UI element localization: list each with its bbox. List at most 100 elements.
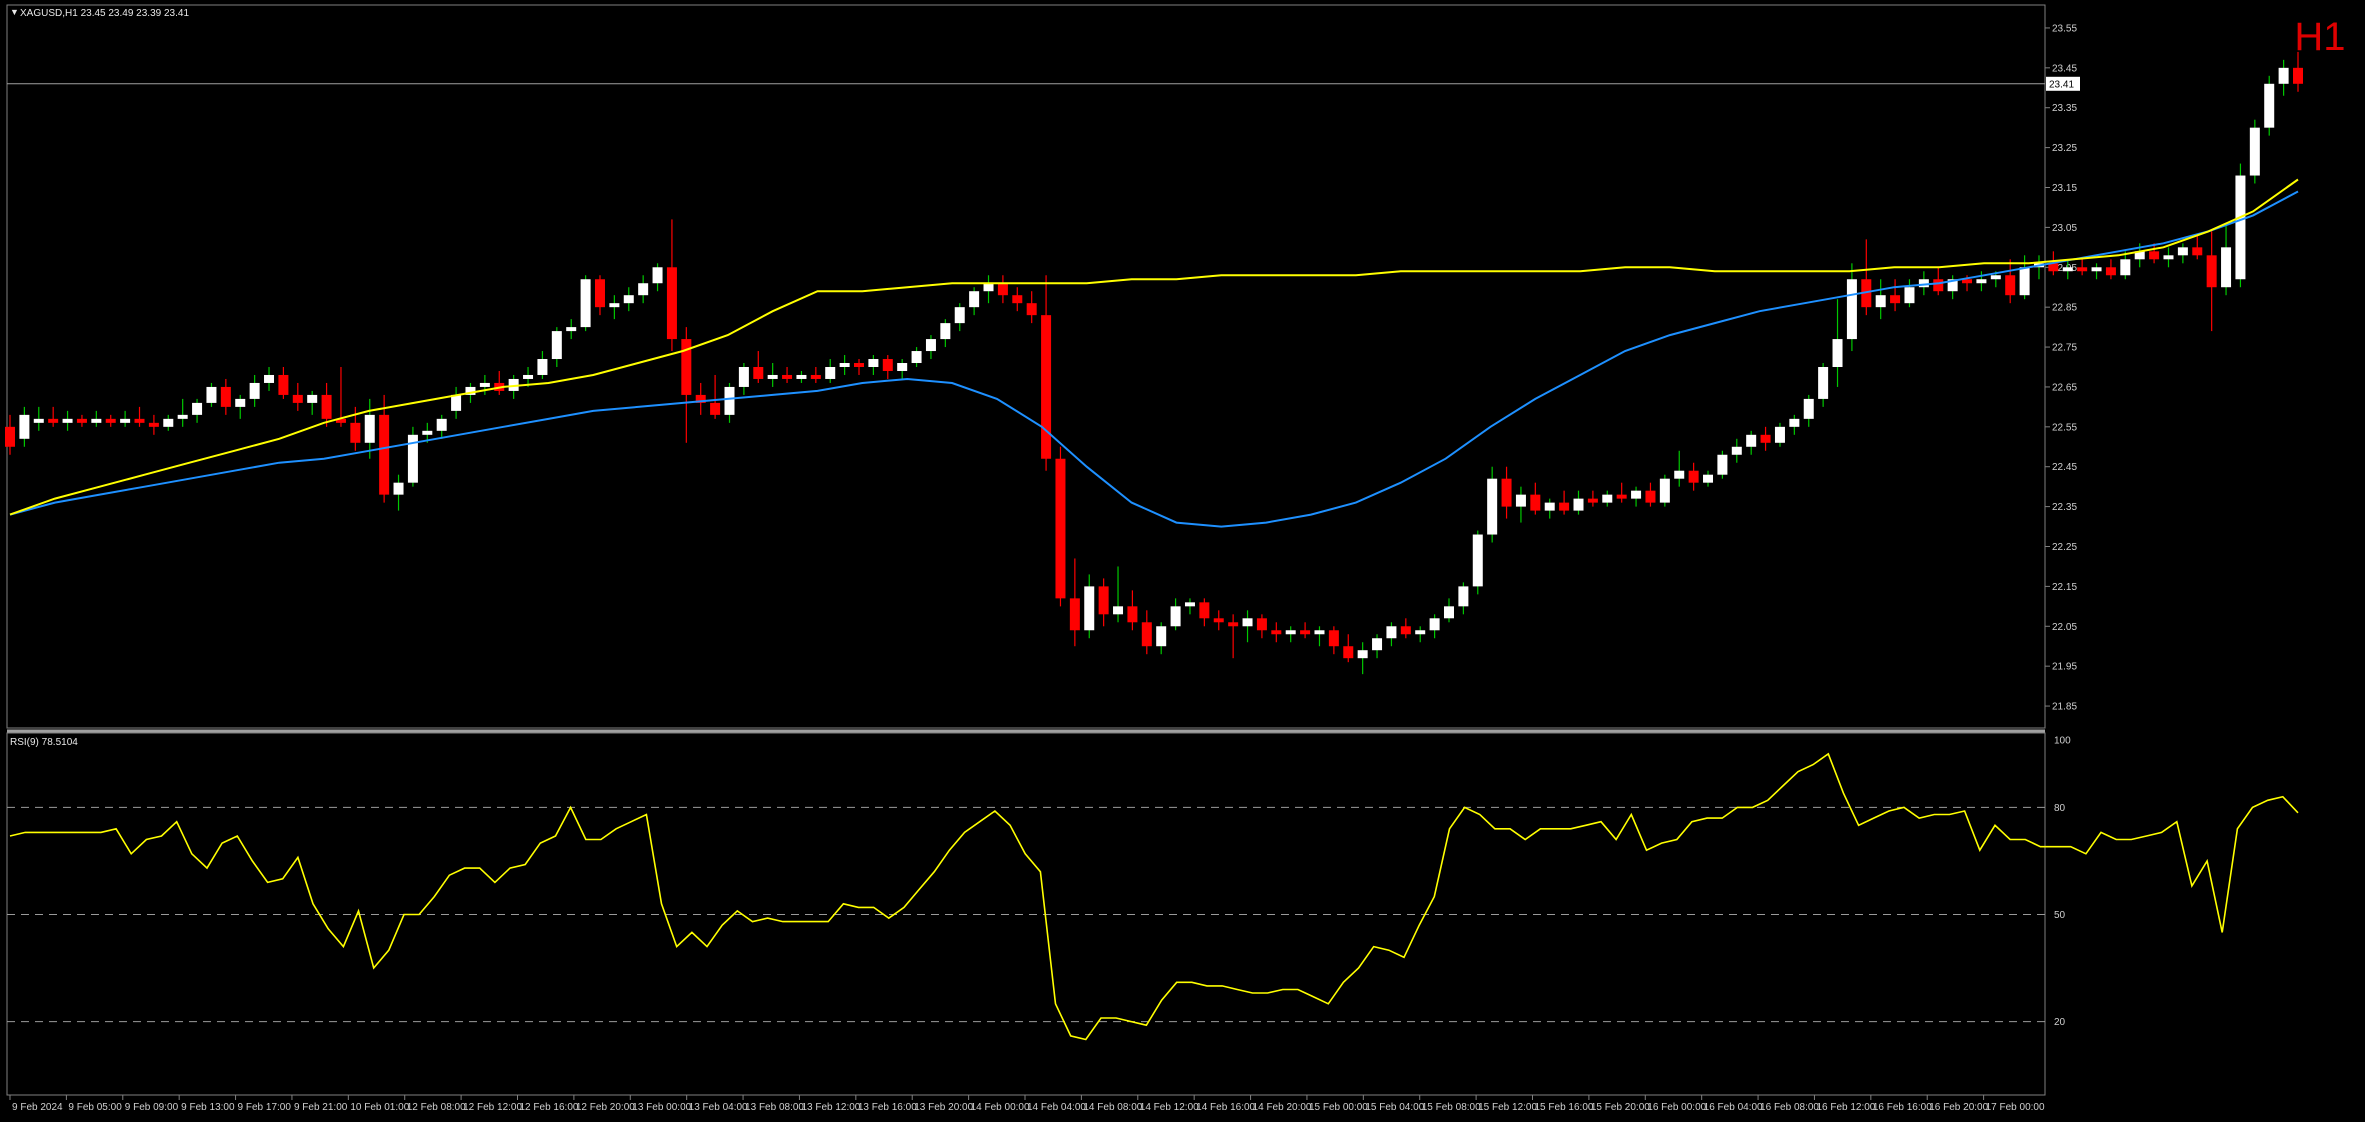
candle-body — [177, 414, 188, 419]
candle-body — [825, 367, 836, 379]
candle-body — [911, 351, 922, 364]
candle — [623, 287, 634, 312]
candle-body — [940, 323, 951, 340]
candle — [753, 351, 764, 383]
candle — [854, 359, 865, 375]
candle-body — [5, 426, 15, 447]
header-arrow-icon[interactable]: ▼ — [10, 7, 19, 17]
candle-body — [1515, 494, 1526, 507]
candle — [1875, 279, 1886, 320]
candle-body — [105, 418, 116, 423]
candle — [782, 367, 793, 383]
candle-body — [1703, 474, 1714, 483]
candle — [48, 406, 59, 427]
candle-body — [652, 267, 663, 284]
candle — [76, 414, 87, 427]
candle-body — [523, 374, 534, 379]
candle-body — [451, 394, 462, 411]
candle — [1645, 482, 1656, 507]
candle — [2077, 259, 2088, 276]
candle-body — [2005, 275, 2016, 296]
time-tick-label: 15 Feb 12:00 — [1478, 1102, 1537, 1113]
candle-body — [1372, 638, 1383, 651]
candle — [1544, 498, 1555, 519]
candle — [868, 355, 879, 375]
candle-body — [91, 418, 102, 423]
candle — [839, 355, 850, 375]
candle-body — [1199, 602, 1210, 619]
candle — [1631, 486, 1642, 507]
candle-body — [839, 363, 850, 367]
candle-body — [292, 394, 303, 403]
candle — [1616, 482, 1627, 503]
candle-body — [62, 418, 73, 423]
candle — [2120, 251, 2131, 280]
candle — [1055, 446, 1066, 607]
candle-body — [925, 339, 936, 352]
candle — [738, 363, 749, 395]
time-tick-label: 13 Feb 20:00 — [914, 1102, 973, 1113]
candle-body — [1616, 494, 1627, 499]
time-tick-label: 13 Feb 12:00 — [801, 1102, 860, 1113]
timeframe-watermark: H1 — [2294, 15, 2345, 59]
candle — [1343, 634, 1354, 663]
candle-body — [580, 279, 591, 328]
candle-body — [350, 422, 361, 443]
time-tick-label: 15 Feb 04:00 — [1365, 1102, 1424, 1113]
candle-body — [1818, 367, 1829, 399]
candle — [523, 367, 534, 387]
time-tick-label: 13 Feb 04:00 — [689, 1102, 748, 1113]
time-tick-label: 16 Feb 16:00 — [1873, 1102, 1932, 1113]
candle — [2221, 223, 2232, 296]
price-tick-label: 23.55 — [2052, 23, 2077, 34]
candle — [1012, 287, 1023, 312]
rsi-title: RSI(9) 78.5104 — [10, 737, 78, 748]
time-tick-label: 9 Feb 05:00 — [68, 1102, 122, 1113]
candle — [969, 287, 980, 316]
price-tick-label: 22.85 — [2052, 303, 2077, 314]
candle — [1933, 267, 1944, 296]
candle-body — [1429, 618, 1440, 631]
candle-body — [1674, 470, 1685, 479]
candle — [177, 398, 188, 427]
candle — [580, 275, 591, 332]
candle-body — [1832, 339, 1843, 367]
candle — [1213, 610, 1224, 631]
candle-body — [1098, 586, 1109, 615]
candle — [1846, 263, 1857, 352]
candle-body — [249, 382, 260, 399]
candle-body — [1127, 606, 1138, 623]
candle — [2278, 59, 2289, 96]
candle-body — [782, 374, 793, 379]
time-tick-label: 9 Feb 13:00 — [181, 1102, 235, 1113]
current-price-label: 23.41 — [2049, 79, 2074, 90]
time-tick-label: 9 Feb 2024 — [12, 1102, 63, 1113]
candle — [551, 327, 562, 367]
price-tick-label: 22.65 — [2052, 382, 2077, 393]
candle-body — [638, 283, 649, 296]
candle — [1113, 566, 1124, 623]
time-tick-label: 15 Feb 00:00 — [1309, 1102, 1368, 1113]
candle-body — [2120, 259, 2131, 276]
candle-body — [2091, 267, 2102, 272]
candle-body — [983, 283, 994, 292]
candle — [724, 382, 735, 423]
candle-body — [897, 363, 908, 371]
candle-body — [2249, 127, 2260, 176]
candle — [2062, 259, 2073, 280]
price-tick-label: 23.15 — [2052, 183, 2077, 194]
candle — [1328, 626, 1339, 655]
candle-body — [1300, 630, 1311, 635]
candle — [1472, 530, 1483, 595]
candle — [1832, 299, 1843, 387]
ma-slow-line — [9, 190, 2299, 528]
candle — [1199, 598, 1210, 627]
candle-body — [868, 359, 879, 367]
candle-body — [810, 374, 821, 379]
candle-body — [1731, 446, 1742, 455]
price-tick-label: 22.45 — [2052, 462, 2077, 473]
time-tick-label: 12 Feb 12:00 — [463, 1102, 522, 1113]
candle — [1976, 271, 1987, 292]
